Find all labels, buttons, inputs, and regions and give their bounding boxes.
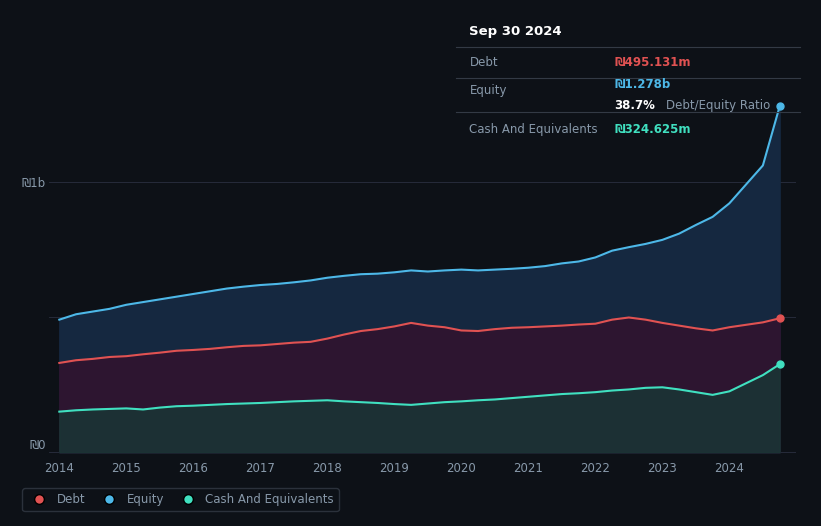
Legend: Debt, Equity, Cash And Equivalents: Debt, Equity, Cash And Equivalents [22,489,339,511]
Text: ₪0: ₪0 [29,439,45,452]
Text: Cash And Equivalents: Cash And Equivalents [470,123,598,136]
Text: Sep 30 2024: Sep 30 2024 [470,25,562,38]
Text: Equity: Equity [470,84,507,97]
Text: ₪324.625m: ₪324.625m [614,123,690,136]
Text: ₪495.131m: ₪495.131m [614,56,690,69]
Text: ₪1.278b: ₪1.278b [614,77,671,90]
Text: 38.7%: 38.7% [614,99,655,113]
Text: Debt/Equity Ratio: Debt/Equity Ratio [666,99,770,113]
Text: ₪1b: ₪1b [21,177,45,190]
Text: Debt: Debt [470,56,498,69]
